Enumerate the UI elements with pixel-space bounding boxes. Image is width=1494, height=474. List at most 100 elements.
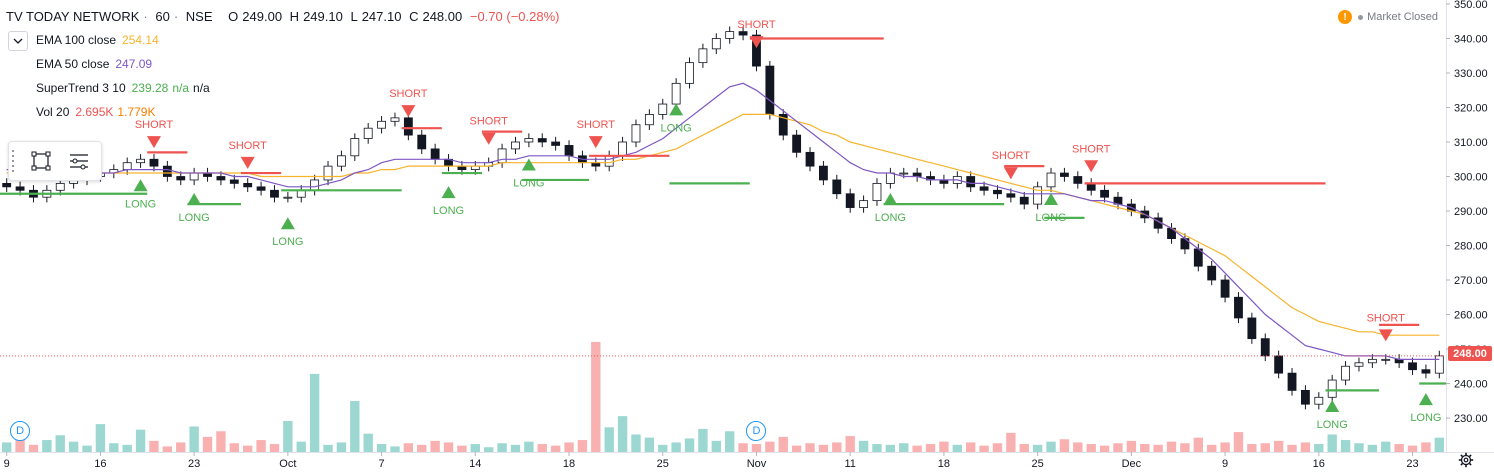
dividend-marker[interactable]: D xyxy=(10,421,31,441)
drag-handle[interactable] xyxy=(12,150,16,172)
candle xyxy=(176,176,186,181)
long-signal-marker[interactable] xyxy=(521,158,536,171)
rectangle-icon[interactable] xyxy=(29,149,53,173)
candle xyxy=(310,179,320,191)
volume-bar xyxy=(952,444,962,452)
volume-bar xyxy=(309,373,320,452)
volume-bar xyxy=(457,445,467,452)
indicator-value-extra: n/a xyxy=(172,81,190,95)
candle xyxy=(1408,362,1417,371)
x-tick-label: 18 xyxy=(563,458,575,470)
y-tick-label: 300.00 xyxy=(1454,172,1488,184)
market-status-label: Market Closed xyxy=(1367,11,1438,23)
volume-bar xyxy=(966,442,976,452)
volume-bar xyxy=(1273,440,1284,452)
short-signal-marker[interactable] xyxy=(401,105,416,118)
volume-bar xyxy=(189,426,199,452)
volume-bar xyxy=(1166,441,1177,452)
long-signal-marker[interactable] xyxy=(1418,393,1433,406)
short-signal-label: SHORT xyxy=(470,116,509,128)
market-status[interactable]: ! Market Closed xyxy=(1338,10,1438,24)
candle xyxy=(845,193,855,208)
candle xyxy=(859,200,868,208)
volume-bar xyxy=(872,444,882,452)
volume-bar xyxy=(564,442,574,452)
indicator-value-extra2: n/a xyxy=(193,81,210,95)
long-signal-label: LONG xyxy=(272,236,303,248)
indicator-name: EMA 50 close xyxy=(36,57,110,71)
long-signal-marker[interactable] xyxy=(441,186,456,199)
short-signal-marker[interactable] xyxy=(240,156,255,169)
gear-icon[interactable] xyxy=(1458,452,1474,468)
indicator-name: Vol 20 xyxy=(36,105,70,119)
dividend-marker[interactable]: D xyxy=(746,421,767,441)
short-signal-marker[interactable] xyxy=(481,132,496,145)
indicator-ema100[interactable]: EMA 100 close 254.14 xyxy=(36,33,159,47)
long-signal-marker[interactable] xyxy=(1325,400,1340,413)
interval-label[interactable]: 60 xyxy=(155,9,170,24)
candle xyxy=(819,165,828,181)
candle xyxy=(283,196,293,199)
candle xyxy=(229,179,239,184)
short-signal-label: SHORT xyxy=(389,88,428,100)
candle xyxy=(832,179,842,195)
symbol-name[interactable]: TV TODAY NETWORK xyxy=(6,9,140,24)
short-signal-marker[interactable] xyxy=(1003,167,1018,180)
long-signal-marker[interactable] xyxy=(1044,193,1059,206)
long-signal-marker[interactable] xyxy=(883,193,898,206)
long-signal-marker[interactable] xyxy=(280,217,295,230)
volume-bar xyxy=(283,420,293,452)
candle xyxy=(644,114,654,126)
candle xyxy=(162,165,172,177)
candle xyxy=(55,182,65,191)
volume-bar xyxy=(1434,437,1444,452)
long-signal-label: LONG xyxy=(513,178,544,190)
candle xyxy=(1260,338,1270,357)
volume-bar xyxy=(1327,434,1337,452)
volume-bar xyxy=(684,438,695,452)
price-axis[interactable] xyxy=(1446,0,1494,474)
candle xyxy=(725,31,735,39)
candle xyxy=(1100,189,1109,198)
volume-bar xyxy=(1032,444,1043,452)
candle xyxy=(363,127,373,139)
indicator-volume[interactable]: Vol 20 2.695K 1.779K xyxy=(36,105,155,119)
volume-bar xyxy=(135,429,146,452)
volume-bar xyxy=(1046,441,1056,452)
indicator-supertrend[interactable]: SuperTrend 3 10 239.28 n/a n/a xyxy=(36,81,210,95)
volume-bar xyxy=(1260,443,1270,452)
candle xyxy=(711,38,721,50)
indicator-ema50[interactable]: EMA 50 close 247.09 xyxy=(36,57,152,71)
volume-bar xyxy=(658,444,668,452)
volume-bar xyxy=(350,400,360,452)
collapse-legend-button[interactable] xyxy=(8,31,28,51)
short-signal-marker[interactable] xyxy=(749,36,764,49)
drawing-toolbar[interactable] xyxy=(8,141,102,181)
x-tick-label: 25 xyxy=(657,458,669,470)
price-change: −0.70 (−0.28%) xyxy=(469,9,560,24)
ohlc-close-value: 248.00 xyxy=(422,9,463,24)
candle xyxy=(979,186,989,191)
warning-icon[interactable]: ! xyxy=(1338,10,1353,24)
lines-icon[interactable] xyxy=(67,149,91,173)
volume-bar xyxy=(751,444,762,452)
long-signal-marker[interactable] xyxy=(669,103,684,116)
candle xyxy=(1274,355,1284,374)
volume-bar xyxy=(430,440,440,452)
volume-bar xyxy=(336,442,347,452)
volume-bar xyxy=(1381,441,1391,452)
y-tick-label: 320.00 xyxy=(1454,103,1488,115)
volume-bar xyxy=(2,442,12,452)
short-signal-marker[interactable] xyxy=(588,136,603,149)
volume-bar xyxy=(591,342,601,452)
candle xyxy=(350,138,360,157)
long-signal-label: LONG xyxy=(661,122,692,134)
long-signal-marker[interactable] xyxy=(187,193,202,206)
short-signal-marker[interactable] xyxy=(1378,329,1393,342)
short-signal-marker[interactable] xyxy=(146,136,161,149)
long-signal-marker[interactable] xyxy=(133,179,148,192)
ohlc-open-key: O xyxy=(228,9,239,24)
short-signal-marker[interactable] xyxy=(1084,160,1099,173)
candle xyxy=(899,172,909,175)
